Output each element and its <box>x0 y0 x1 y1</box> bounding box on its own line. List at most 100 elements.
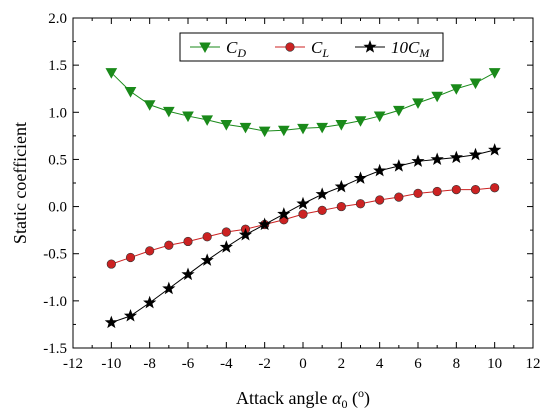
point-c-l <box>164 240 174 250</box>
y-tick-label: -0.5 <box>43 247 67 263</box>
point-c-l <box>451 185 461 195</box>
x-axis-title-unit-open: ( <box>347 388 358 409</box>
point-c-d <box>124 87 137 98</box>
y-tick-label: 1.0 <box>48 105 67 121</box>
point-c-d <box>105 68 118 79</box>
x-tick-label: 6 <box>414 356 422 372</box>
plot-frame <box>72 17 534 349</box>
point-c-d <box>316 122 329 134</box>
point-10c-m <box>238 227 253 241</box>
y-tick-label: 0.0 <box>48 200 67 216</box>
x-tick-label: -2 <box>258 356 271 372</box>
point-c-d <box>220 120 233 131</box>
point-c-l <box>432 186 442 197</box>
x-axis-title-unit-sup: o <box>358 386 364 400</box>
point-10c-m <box>143 295 157 309</box>
y-tick-label: 1.5 <box>48 58 67 74</box>
x-tick-label: 0 <box>299 356 307 372</box>
x-tick-label: -6 <box>182 356 195 372</box>
y-tick-label: -1.0 <box>43 294 67 310</box>
point-10c-m <box>181 267 195 281</box>
point-10c-m <box>373 163 387 177</box>
x-tick-label: 10 <box>487 356 502 372</box>
point-10c-m <box>296 196 310 210</box>
legend-marker-c-d <box>199 42 211 54</box>
series-c-d <box>105 68 501 138</box>
x-axis-title-symbol: α <box>332 388 342 408</box>
y-tick-label: -1.5 <box>43 341 67 357</box>
x-tick-label: 12 <box>526 356 541 372</box>
point-10c-m <box>468 147 483 161</box>
x-tick-label: -10 <box>101 356 121 372</box>
point-c-d <box>392 105 405 117</box>
point-c-d <box>143 100 156 111</box>
point-c-d <box>354 116 367 127</box>
point-c-l <box>125 252 136 263</box>
point-10c-m <box>430 152 444 166</box>
y-tick-label: 2.0 <box>48 11 67 27</box>
point-10c-m <box>488 143 502 156</box>
point-c-l <box>375 195 385 205</box>
point-c-l <box>355 199 366 209</box>
series-line-10c-m <box>111 149 495 324</box>
point-c-d <box>258 126 271 138</box>
point-10c-m <box>123 309 138 322</box>
x-tick-label: 8 <box>453 356 461 372</box>
point-10c-m <box>200 253 214 266</box>
point-c-d <box>201 115 214 126</box>
point-c-d <box>335 120 348 131</box>
point-10c-m <box>392 159 406 172</box>
point-10c-m <box>334 179 348 193</box>
point-c-l <box>145 246 155 256</box>
point-c-l <box>202 232 212 242</box>
point-c-d <box>431 91 444 103</box>
legend-label-10c-m: 10CM <box>391 38 430 60</box>
x-axis-title: Attack angle α0 (o) <box>236 386 370 411</box>
point-10c-m <box>162 281 176 295</box>
x-tick-label: 4 <box>376 356 384 372</box>
point-c-l <box>470 185 481 195</box>
point-c-l <box>183 236 193 247</box>
y-axis-title: Static coefficient <box>10 122 30 244</box>
point-10c-m <box>449 150 463 164</box>
point-10c-m <box>315 187 329 200</box>
x-tick-label: -8 <box>143 356 156 372</box>
legend-box <box>179 32 444 62</box>
point-c-l <box>221 227 231 237</box>
point-10c-m <box>353 171 368 184</box>
point-c-d <box>239 122 252 134</box>
x-axis-title-main: Attack angle <box>236 388 332 408</box>
point-c-l <box>413 188 423 198</box>
point-10c-m <box>277 207 291 220</box>
legend-label-c-d: CD <box>226 38 246 60</box>
point-c-l <box>106 259 116 269</box>
point-10c-m <box>219 240 233 253</box>
point-c-d <box>373 111 386 123</box>
point-c-d <box>488 68 501 79</box>
x-tick-label: 2 <box>338 356 346 372</box>
x-tick-label: -12 <box>63 356 83 372</box>
point-c-l <box>336 201 346 212</box>
point-c-d <box>297 123 309 135</box>
legend-marker-10c-m <box>363 40 377 53</box>
point-10c-m <box>258 217 272 231</box>
legend-marker-c-l <box>285 42 295 52</box>
y-tick-label: 0.5 <box>48 152 67 168</box>
point-c-d <box>469 78 482 90</box>
point-c-l <box>490 183 500 193</box>
point-10c-m <box>411 154 425 167</box>
point-c-d <box>412 98 424 109</box>
point-c-l <box>298 209 308 219</box>
x-axis-title-unit-close: ) <box>364 388 370 409</box>
point-c-d <box>277 125 290 137</box>
series-10c-m <box>104 143 502 329</box>
series-layer <box>104 68 502 329</box>
legend-label-c-l: CL <box>311 38 329 60</box>
point-c-d <box>182 111 194 123</box>
point-c-d <box>450 84 463 95</box>
x-tick-label: -4 <box>220 356 233 372</box>
point-c-d <box>162 106 175 118</box>
x-axis-title-subscript: 0 <box>341 397 347 411</box>
legend: CD CL 10CM <box>179 32 444 62</box>
